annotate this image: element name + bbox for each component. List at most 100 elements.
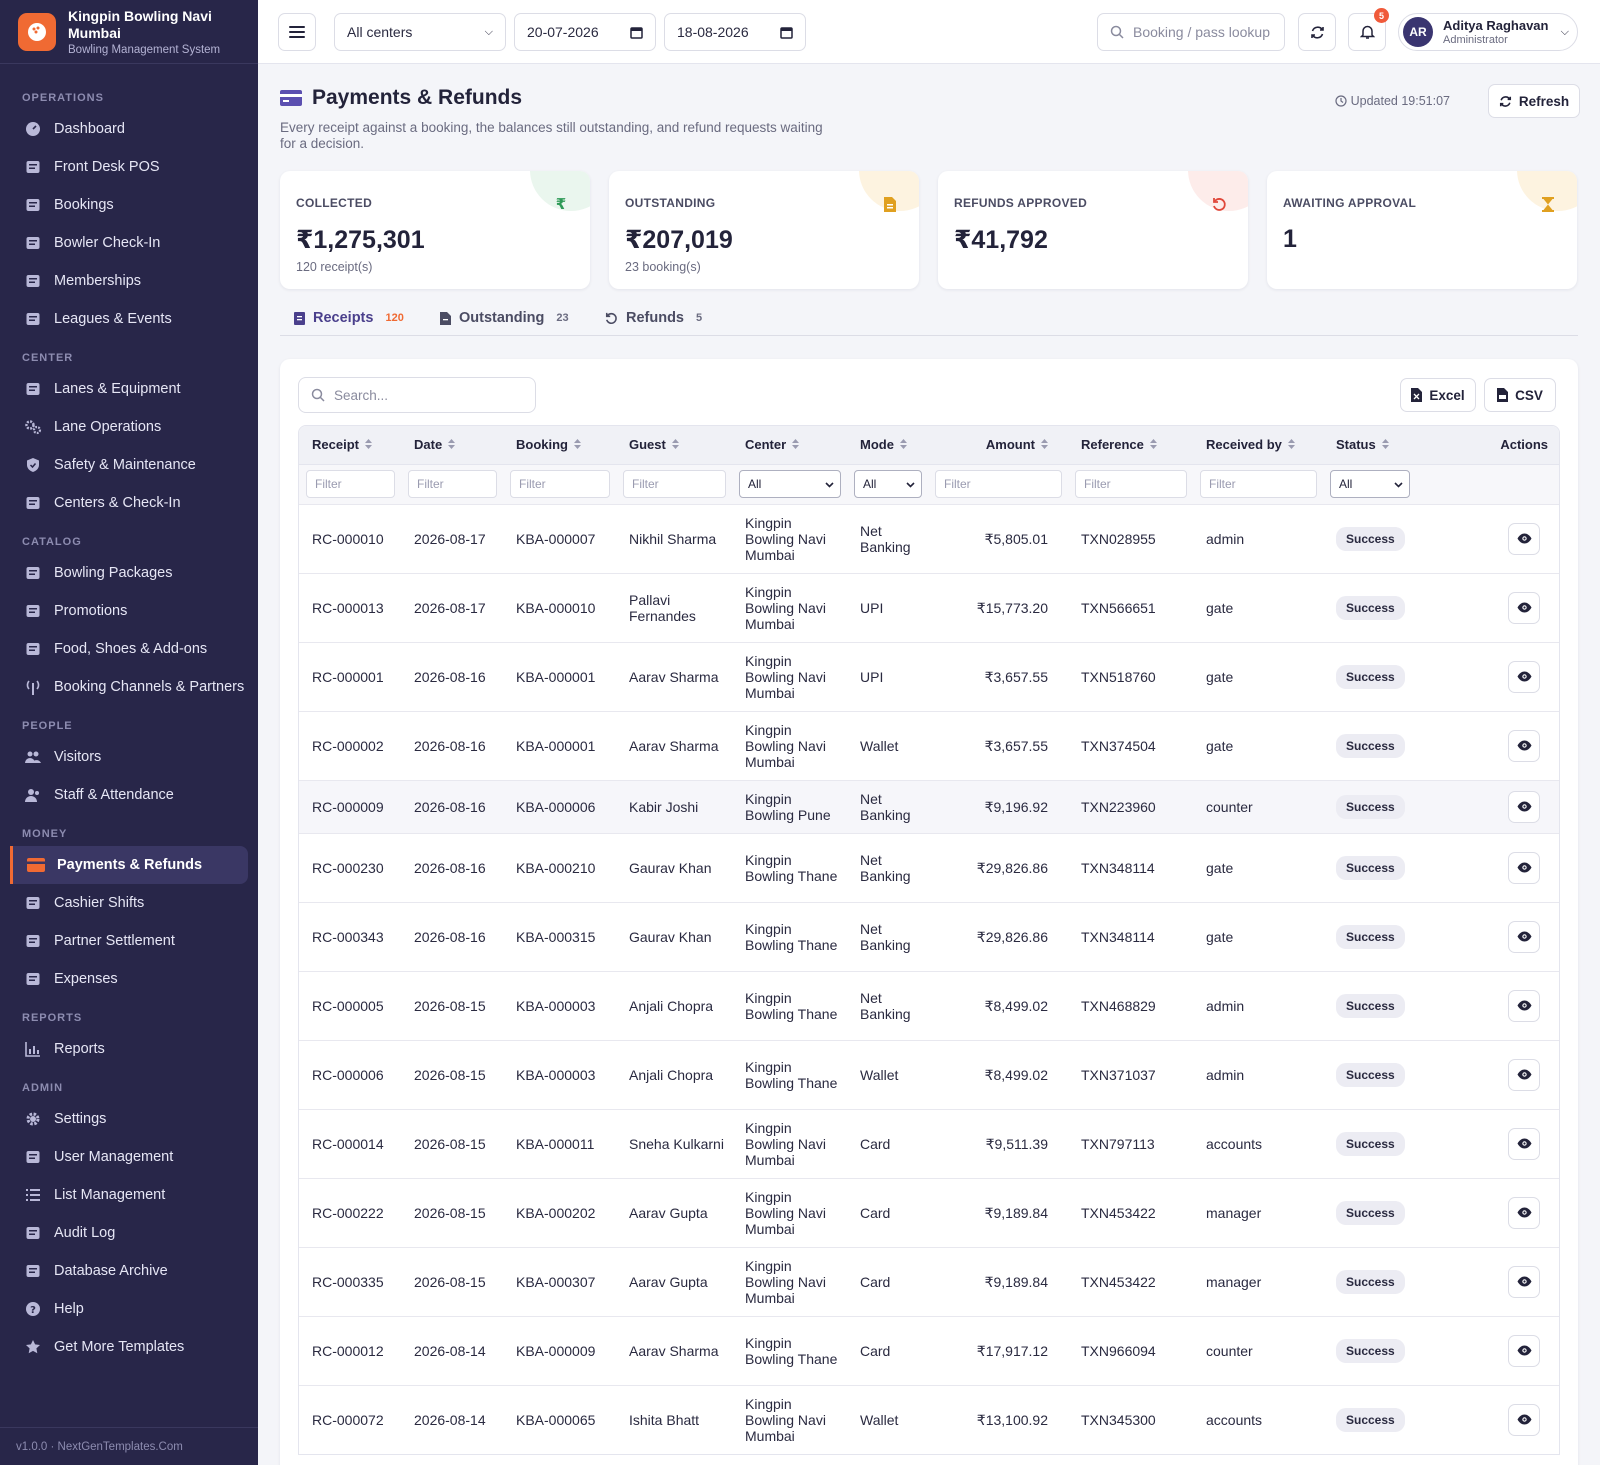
table-search-input[interactable]: Search... — [298, 377, 536, 413]
sidebar-item-safety-and-maintenance[interactable]: Safety & Maintenance — [0, 446, 248, 484]
sidebar-item-settings[interactable]: Settings — [0, 1100, 248, 1138]
sidebar-item-database-archive[interactable]: Database Archive — [0, 1252, 248, 1290]
table-row[interactable]: RC-000230 2026-08-16 KBA-000210 Gaurav Khan… — [299, 832, 1559, 902]
mode-text: Card — [860, 1204, 891, 1221]
mode-text: UPI — [860, 599, 884, 616]
sidebar-item-bowling-packages[interactable]: Bowling Packages — [0, 554, 248, 592]
sidebar-item-list-management[interactable]: List Management — [0, 1176, 248, 1214]
column-header-mode[interactable]: Mode — [847, 426, 928, 464]
column-header-date[interactable]: Date — [401, 426, 503, 464]
table-row[interactable]: RC-000010 2026-08-17 KBA-000007 Nikhil Shar… — [299, 503, 1559, 573]
sidebar-item-get-more-templates[interactable]: Get More Templates — [0, 1328, 248, 1366]
column-header-amount[interactable]: Amount — [928, 426, 1068, 464]
sidebar-item-partner-settlement[interactable]: Partner Settlement — [0, 922, 248, 960]
sidebar-item-staff-and-attendance[interactable]: Staff & Attendance — [0, 776, 248, 814]
date-from-input[interactable]: 20-07-2026 — [514, 13, 656, 51]
view-receipt-button[interactable] — [1508, 1265, 1540, 1298]
center-select[interactable]: All centers ⌵ — [334, 13, 506, 51]
view-receipt-button[interactable] — [1508, 591, 1540, 624]
filter-select-mode[interactable]: All — [854, 470, 922, 498]
sidebar-item-booking-channels-and-partners[interactable]: Booking Channels & Partners — [0, 668, 248, 706]
sidebar-item-centers-and-check-in[interactable]: Centers & Check-In — [0, 484, 248, 522]
view-receipt-button[interactable] — [1508, 851, 1540, 884]
column-header-booking[interactable]: Booking — [503, 426, 616, 464]
table-row[interactable]: RC-000013 2026-08-17 KBA-000010 Pallavi Fer… — [299, 572, 1559, 642]
sidebar-item-lane-operations[interactable]: Lane Operations — [0, 408, 248, 446]
view-receipt-button[interactable] — [1508, 1196, 1540, 1229]
tab-refunds[interactable]: Refunds 5 — [605, 300, 702, 336]
column-header-center[interactable]: Center — [732, 426, 847, 464]
cell-booking: KBA-000307 — [503, 1246, 616, 1316]
filter-input-amount[interactable]: Filter — [935, 470, 1062, 498]
cell-guest: Aarav Sharma — [616, 1315, 732, 1385]
cell-actions — [1447, 1315, 1559, 1385]
user-menu[interactable]: AR Aditya Raghavan Administrator ⌵ — [1398, 13, 1578, 51]
sidebar-item-cashier-shifts[interactable]: Cashier Shifts — [0, 884, 248, 922]
view-receipt-button[interactable] — [1508, 1127, 1540, 1160]
receipt-text: RC-000012 — [312, 1342, 384, 1359]
tab-outstanding[interactable]: Outstanding 23 — [440, 300, 569, 336]
sidebar-item-bookings[interactable]: Bookings — [0, 186, 248, 224]
table-row[interactable]: RC-000335 2026-08-15 KBA-000307 Aarav Gupta… — [299, 1246, 1559, 1316]
view-receipt-button[interactable] — [1508, 660, 1540, 693]
table-row[interactable]: RC-000014 2026-08-15 KBA-000011 Sneha Kulka… — [299, 1108, 1559, 1178]
sidebar-item-reports[interactable]: Reports — [0, 1030, 248, 1068]
table-row[interactable]: RC-000072 2026-08-14 KBA-000065 Ishita Bhat… — [299, 1384, 1559, 1454]
filter-input-reference[interactable]: Filter — [1075, 470, 1187, 498]
filter-input-date[interactable]: Filter — [408, 470, 497, 498]
view-receipt-button[interactable] — [1508, 522, 1540, 555]
sidebar-item-audit-log[interactable]: Audit Log — [0, 1214, 248, 1252]
sidebar-item-bowler-check-in[interactable]: Bowler Check-In — [0, 224, 248, 262]
export-csv-button[interactable]: CSV — [1484, 378, 1556, 412]
filter-input-received-by[interactable]: Filter — [1200, 470, 1317, 498]
view-receipt-button[interactable] — [1508, 1334, 1540, 1367]
tab-receipts[interactable]: Receipts 120 — [294, 300, 404, 336]
receipt-text: RC-000006 — [312, 1066, 384, 1083]
sidebar-item-leagues-and-events[interactable]: Leagues & Events — [0, 300, 248, 338]
sidebar-item-memberships[interactable]: Memberships — [0, 262, 248, 300]
table-row[interactable]: RC-000343 2026-08-16 KBA-000315 Gaurav Khan… — [299, 901, 1559, 971]
brand[interactable]: Kingpin Bowling Navi Mumbai Bowling Mana… — [0, 0, 258, 64]
refresh-button[interactable]: Refresh — [1488, 84, 1580, 118]
view-receipt-button[interactable] — [1508, 729, 1540, 762]
table-row[interactable]: RC-000001 2026-08-16 KBA-000001 Aarav Sharm… — [299, 641, 1559, 711]
sync-button[interactable] — [1298, 13, 1336, 51]
filter-input-guest[interactable]: Filter — [623, 470, 726, 498]
table-row[interactable]: RC-000002 2026-08-16 KBA-000001 Aarav Sharm… — [299, 710, 1559, 780]
sidebar-item-help[interactable]: ? Help — [0, 1290, 248, 1328]
booking-lookup-input[interactable]: Booking / pass lookup — [1097, 13, 1285, 51]
sidebar-item-food-shoes-and-add-ons[interactable]: Food, Shoes & Add-ons — [0, 630, 248, 668]
sidebar-item-payments-and-refunds[interactable]: Payments & Refunds — [10, 846, 248, 884]
table-row[interactable]: RC-000009 2026-08-16 KBA-000006 Kabir Joshi… — [299, 779, 1559, 833]
sidebar-item-front-desk-pos[interactable]: Front Desk POS — [0, 148, 248, 186]
table-row[interactable]: RC-000005 2026-08-15 KBA-000003 Anjali Chop… — [299, 970, 1559, 1040]
view-receipt-button[interactable] — [1508, 1058, 1540, 1091]
view-receipt-button[interactable] — [1508, 790, 1540, 823]
column-header-received-by[interactable]: Received by — [1193, 426, 1323, 464]
date-to-input[interactable]: 18-08-2026 — [664, 13, 806, 51]
table-row[interactable]: RC-000222 2026-08-15 KBA-000202 Aarav Gupta… — [299, 1177, 1559, 1247]
export-excel-button[interactable]: Excel — [1400, 378, 1476, 412]
filter-input-booking[interactable]: Filter — [510, 470, 610, 498]
column-header-status[interactable]: Status — [1323, 426, 1447, 464]
view-receipt-button[interactable] — [1508, 920, 1540, 953]
table-row[interactable]: RC-000012 2026-08-14 KBA-000009 Aarav Sharm… — [299, 1315, 1559, 1385]
sidebar-item-user-management[interactable]: User Management — [0, 1138, 248, 1176]
sidebar-item-visitors[interactable]: Visitors — [0, 738, 248, 776]
column-header-receipt[interactable]: Receipt — [299, 426, 401, 464]
filter-select-center[interactable]: All — [739, 470, 841, 498]
sidebar-item-lanes-and-equipment[interactable]: Lanes & Equipment — [0, 370, 248, 408]
filter-input-receipt[interactable]: Filter — [306, 470, 395, 498]
view-receipt-button[interactable] — [1508, 989, 1540, 1022]
table-row[interactable]: RC-000006 2026-08-15 KBA-000003 Anjali Chop… — [299, 1039, 1559, 1109]
column-header-reference[interactable]: Reference — [1068, 426, 1193, 464]
column-header-guest[interactable]: Guest — [616, 426, 732, 464]
sidebar-item-promotions[interactable]: Promotions — [0, 592, 248, 630]
cell-status: Success — [1323, 1039, 1447, 1109]
filter-select-status[interactable]: All — [1330, 470, 1410, 498]
sidebar-item-expenses[interactable]: Expenses — [0, 960, 248, 998]
menu-toggle-button[interactable] — [278, 13, 316, 51]
notifications-button[interactable]: 5 — [1348, 8, 1389, 51]
view-receipt-button[interactable] — [1508, 1403, 1540, 1436]
sidebar-item-dashboard[interactable]: Dashboard — [0, 110, 248, 148]
